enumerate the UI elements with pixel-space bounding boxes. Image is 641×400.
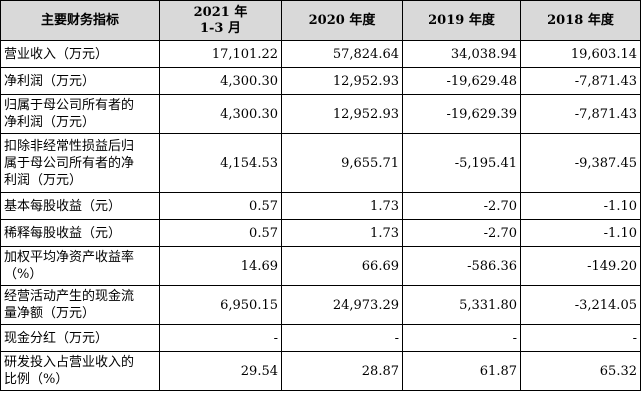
row-label: 归属于母公司所有者的 净利润（万元） bbox=[0, 94, 160, 134]
cell-value: 17,101.22 bbox=[159, 40, 282, 68]
cell-value: 12,952.93 bbox=[281, 67, 403, 95]
row-label: 净利润（万元） bbox=[0, 67, 160, 95]
cell-value: - bbox=[281, 324, 403, 352]
cell-value: - bbox=[402, 324, 521, 352]
cell-value: -19,629.39 bbox=[402, 94, 521, 134]
cell-value: -1.10 bbox=[520, 192, 641, 220]
cell-value: 19,603.14 bbox=[520, 40, 641, 68]
table-row: 基本每股收益（元） 0.57 1.73 -2.70 -1.10 bbox=[0, 192, 641, 220]
row-label: 经营活动产生的现金流 量净额（万元） bbox=[0, 285, 160, 325]
cell-value: -7,871.43 bbox=[520, 67, 641, 95]
cell-value: 29.54 bbox=[159, 351, 282, 391]
cell-value: -9,387.45 bbox=[520, 133, 641, 193]
cell-value: 0.57 bbox=[159, 192, 282, 220]
cell-value: 14.69 bbox=[159, 246, 282, 286]
table-row: 研发投入占营业收入的 比例（%） 29.54 28.87 61.87 65.32 bbox=[0, 351, 641, 391]
row-label: 扣除非经常性损益后归 属于母公司所有者的净 利润（万元） bbox=[0, 133, 160, 193]
cell-value: -3,214.05 bbox=[520, 285, 641, 325]
header-2019: 2019 年度 bbox=[402, 0, 521, 41]
cell-value: - bbox=[520, 324, 641, 352]
cell-value: 57,824.64 bbox=[281, 40, 403, 68]
row-label: 加权平均净资产收益率 （%） bbox=[0, 246, 160, 286]
table-row: 加权平均净资产收益率 （%） 14.69 66.69 -586.36 -149.… bbox=[0, 246, 641, 286]
header-2018: 2018 年度 bbox=[520, 0, 641, 41]
cell-value: -5,195.41 bbox=[402, 133, 521, 193]
cell-value: 1.73 bbox=[281, 192, 403, 220]
cell-value: -586.36 bbox=[402, 246, 521, 286]
cell-value: 5,331.80 bbox=[402, 285, 521, 325]
table-row: 营业收入（万元） 17,101.22 57,824.64 34,038.94 1… bbox=[0, 40, 641, 68]
cell-value: -7,871.43 bbox=[520, 94, 641, 134]
row-label: 营业收入（万元） bbox=[0, 40, 160, 68]
header-row: 主要财务指标 2021 年 1-3 月 2020 年度 2019 年度 2018… bbox=[0, 0, 641, 41]
cell-value: -2.70 bbox=[402, 219, 521, 247]
cell-value: -1.10 bbox=[520, 219, 641, 247]
cell-value: 4,300.30 bbox=[159, 67, 282, 95]
cell-value: 6,950.15 bbox=[159, 285, 282, 325]
cell-value: 12,952.93 bbox=[281, 94, 403, 134]
cell-value: 4,154.53 bbox=[159, 133, 282, 193]
row-label: 稀释每股收益（元） bbox=[0, 219, 160, 247]
cell-value: - bbox=[159, 324, 282, 352]
cell-value: 66.69 bbox=[281, 246, 403, 286]
cell-value: 34,038.94 bbox=[402, 40, 521, 68]
cell-value: 28.87 bbox=[281, 351, 403, 391]
table-row: 扣除非经常性损益后归 属于母公司所有者的净 利润（万元） 4,154.53 9,… bbox=[0, 133, 641, 193]
table-row: 归属于母公司所有者的 净利润（万元） 4,300.30 12,952.93 -1… bbox=[0, 94, 641, 134]
table-row: 净利润（万元） 4,300.30 12,952.93 -19,629.48 -7… bbox=[0, 67, 641, 95]
row-label: 基本每股收益（元） bbox=[0, 192, 160, 220]
cell-value: 0.57 bbox=[159, 219, 282, 247]
cell-value: 4,300.30 bbox=[159, 94, 282, 134]
cell-value: 1.73 bbox=[281, 219, 403, 247]
cell-value: 9,655.71 bbox=[281, 133, 403, 193]
cell-value: 61.87 bbox=[402, 351, 521, 391]
table-row: 现金分红（万元） - - - - bbox=[0, 324, 641, 352]
table-row: 经营活动产生的现金流 量净额（万元） 6,950.15 24,973.29 5,… bbox=[0, 285, 641, 325]
row-label: 研发投入占营业收入的 比例（%） bbox=[0, 351, 160, 391]
table-row: 稀释每股收益（元） 0.57 1.73 -2.70 -1.10 bbox=[0, 219, 641, 247]
header-2021-q1-months: 1-3 月 bbox=[199, 20, 241, 36]
cell-value: -19,629.48 bbox=[402, 67, 521, 95]
financial-indicators-table: 主要财务指标 2021 年 1-3 月 2020 年度 2019 年度 2018… bbox=[0, 0, 641, 391]
header-2021-q1-year: 2021 年 bbox=[193, 4, 248, 20]
cell-value: -2.70 bbox=[402, 192, 521, 220]
header-2020: 2020 年度 bbox=[281, 0, 403, 41]
header-indicator: 主要财务指标 bbox=[0, 0, 160, 41]
row-label: 现金分红（万元） bbox=[0, 324, 160, 352]
cell-value: 24,973.29 bbox=[281, 285, 403, 325]
cell-value: 65.32 bbox=[520, 351, 641, 391]
cell-value: -149.20 bbox=[520, 246, 641, 286]
header-2021-q1: 2021 年 1-3 月 bbox=[159, 0, 282, 41]
